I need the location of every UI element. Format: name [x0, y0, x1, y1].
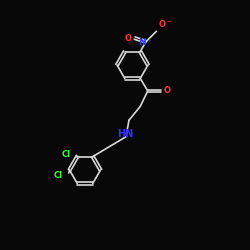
Text: O: O [125, 34, 132, 42]
Text: O$^-$: O$^-$ [158, 18, 173, 29]
Text: HN: HN [117, 129, 134, 139]
Text: N$^+$: N$^+$ [138, 36, 154, 48]
Text: Cl: Cl [62, 150, 71, 158]
Text: Cl: Cl [54, 171, 63, 180]
Text: O: O [164, 86, 170, 96]
